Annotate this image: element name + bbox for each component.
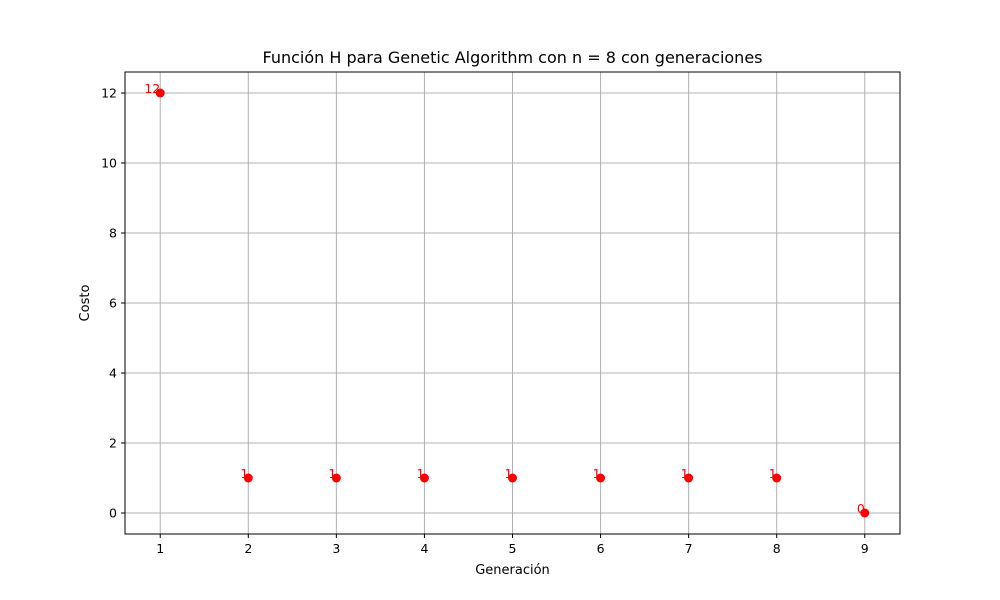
data-point: [419, 473, 429, 483]
x-tick-label: 1: [156, 541, 164, 556]
data-point-label: 1: [593, 466, 601, 481]
x-tick-label: 5: [509, 541, 517, 556]
y-tick-label: 12: [101, 86, 117, 101]
data-point-label: 1: [505, 466, 513, 481]
data-point: [331, 473, 341, 483]
data-point-label: 1: [681, 466, 689, 481]
data-point-label: 1: [769, 466, 777, 481]
x-tick-label: 2: [244, 541, 252, 556]
data-point: [243, 473, 253, 483]
x-axis-label: Generación: [475, 563, 550, 578]
data-point: [596, 473, 606, 483]
y-tick-label: 6: [109, 296, 117, 311]
data-labels: 12 1 1 1 1 1 1 1 0: [144, 81, 864, 516]
y-tick-label: 4: [109, 366, 117, 381]
data-point-label: 12: [144, 81, 160, 96]
data-point-label: 1: [240, 466, 248, 481]
x-tick-label: 3: [332, 541, 340, 556]
y-axis-label: Costo: [78, 285, 93, 322]
x-tick-label: 4: [420, 541, 428, 556]
y-tick-label: 2: [109, 436, 117, 451]
data-point-label: 1: [328, 466, 336, 481]
grid: [125, 72, 900, 534]
data-points: [155, 88, 870, 518]
plot-frame: [124, 71, 901, 535]
x-tick-label: 6: [597, 541, 605, 556]
x-tick-label: 8: [773, 541, 781, 556]
data-point-label: 0: [857, 501, 865, 516]
y-tick-label: 10: [101, 156, 117, 171]
data-point-label: 1: [416, 466, 424, 481]
data-point: [508, 473, 517, 483]
y-tick-label: 8: [109, 226, 117, 241]
y-tick-label: 0: [109, 506, 117, 521]
data-point: [684, 473, 694, 483]
data-point: [860, 508, 870, 518]
x-tick-label: 7: [685, 541, 693, 556]
x-tick-label: 9: [861, 541, 869, 556]
chart-title: Función H para Genetic Algorithm con n =…: [262, 48, 762, 67]
data-point: [155, 88, 165, 98]
data-point: [772, 473, 782, 483]
